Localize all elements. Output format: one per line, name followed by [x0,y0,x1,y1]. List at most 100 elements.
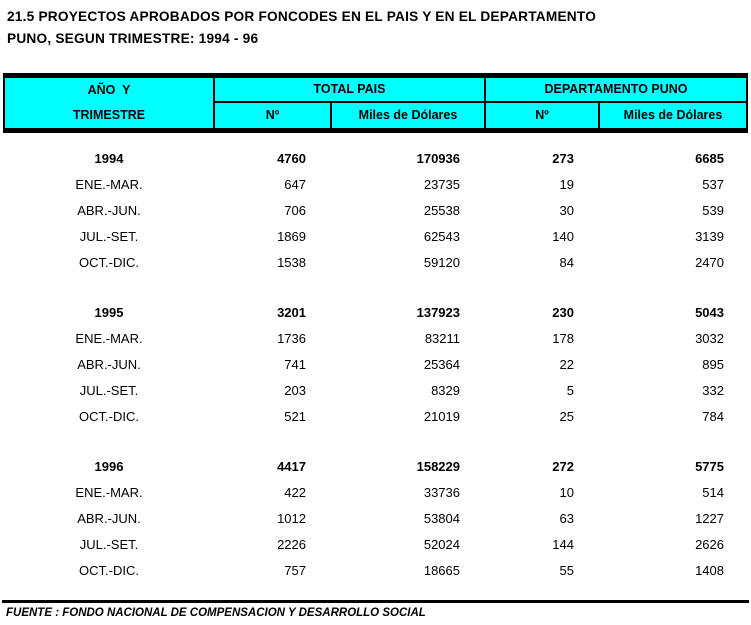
column-header-year-trimestre: AÑO Y TRIMESTRE [5,78,215,128]
value-cell: 25364 [423,357,460,372]
value-cell: 1408 [695,563,724,578]
table-row: JUL.-SET. 2226 52024 144 2626 [3,532,748,558]
value-cell: 4417 [277,459,306,474]
value-cell: 647 [284,177,306,192]
value-cell: 21019 [423,409,460,424]
value-cell: 140 [552,229,574,244]
table-body: 1994 4760 170936 273 6685 ENE.-MAR. 647 … [3,146,748,584]
quarter-label-cell: ENE.-MAR. [75,177,143,192]
value-cell: 5043 [695,305,724,320]
quarter-label-cell: ENE.-MAR. [75,485,143,500]
value-cell: 1736 [277,331,306,346]
group-label-departamento-puno: DEPARTAMENTO PUNO [486,78,746,103]
table-row: ENE.-MAR. 647 23735 19 537 [3,172,748,198]
quarter-label-cell: OCT.-DIC. [79,409,139,424]
title-line-2: PUNO, SEGUN TRIMESTRE: 1994 - 96 [7,31,259,46]
header-top-rule [3,73,748,78]
table-row-year: 1994 4760 170936 273 6685 [3,146,748,172]
value-cell: 10 [559,485,574,500]
table-row: OCT.-DIC. 521 21019 25 784 [3,404,748,430]
quarter-label-cell: OCT.-DIC. [79,563,139,578]
table-row: ABR.-JUN. 1012 53804 63 1227 [3,506,748,532]
value-cell: 537 [702,177,724,192]
value-cell: 1227 [695,511,724,526]
value-cell: 170936 [416,151,460,166]
value-cell: 53804 [423,511,460,526]
year-cell: 1994 [94,151,124,166]
column-group-total-pais: TOTAL PAIS Nº Miles de Dólares [215,78,486,128]
value-cell: 25538 [423,203,460,218]
value-cell: 84 [559,255,574,270]
value-cell: 539 [702,203,724,218]
value-cell: 5775 [695,459,724,474]
value-cell: 895 [702,357,724,372]
value-cell: 741 [284,357,306,372]
subheader-puno-miles: Miles de Dólares [623,108,723,122]
page-title: 21.5 PROYECTOS APROBADOS POR FONCODES EN… [7,6,596,50]
value-cell: 3032 [695,331,724,346]
value-cell: 332 [702,383,724,398]
table-row: OCT.-DIC. 757 18665 55 1408 [3,558,748,584]
value-cell: 273 [552,151,574,166]
table-header: AÑO Y TRIMESTRE TOTAL PAIS Nº Miles de D… [3,73,748,133]
table-row: OCT.-DIC. 1538 59120 84 2470 [3,250,748,276]
table-row: ABR.-JUN. 741 25364 22 895 [3,352,748,378]
value-cell: 706 [284,203,306,218]
value-cell: 178 [552,331,574,346]
value-cell: 1012 [277,511,306,526]
quarter-label-cell: ABR.-JUN. [77,511,141,526]
value-cell: 5 [566,383,574,398]
table-row-year: 1995 3201 137923 230 5043 [3,300,748,326]
value-cell: 1869 [277,229,306,244]
subheader-total-miles: Miles de Dólares [358,108,458,122]
value-cell: 2470 [695,255,724,270]
quarter-label-cell: OCT.-DIC. [79,255,139,270]
quarter-label-cell: ENE.-MAR. [75,331,143,346]
value-cell: 272 [552,459,574,474]
value-cell: 52024 [423,537,460,552]
value-cell: 6685 [695,151,724,166]
quarter-label-cell: ABR.-JUN. [77,203,141,218]
value-cell: 25 [559,409,574,424]
table-row: ENE.-MAR. 1736 83211 178 3032 [3,326,748,352]
value-cell: 784 [702,409,724,424]
table-row: ENE.-MAR. 422 33736 10 514 [3,480,748,506]
value-cell: 59120 [423,255,460,270]
value-cell: 514 [702,485,724,500]
value-cell: 33736 [423,485,460,500]
value-cell: 158229 [416,459,460,474]
value-cell: 22 [559,357,574,372]
quarter-label-cell: JUL.-SET. [79,537,139,552]
value-cell: 422 [284,485,306,500]
value-cell: 8329 [431,383,460,398]
value-cell: 1538 [277,255,306,270]
header-cells: AÑO Y TRIMESTRE TOTAL PAIS Nº Miles de D… [3,78,748,128]
year-cell: 1996 [94,459,124,474]
value-cell: 30 [559,203,574,218]
value-cell: 757 [284,563,306,578]
value-cell: 144 [552,537,574,552]
quarter-label-cell: ABR.-JUN. [77,357,141,372]
subheader-total-numero: Nº [215,103,332,128]
value-cell: 19 [559,177,574,192]
value-cell: 63 [559,511,574,526]
value-cell: 62543 [423,229,460,244]
value-cell: 230 [552,305,574,320]
value-cell: 55 [559,563,574,578]
value-cell: 3201 [277,305,306,320]
value-cell: 23735 [423,177,460,192]
table-row: JUL.-SET. 1869 62543 140 3139 [3,224,748,250]
block-spacer [3,276,748,300]
year-cell: 1995 [94,305,124,320]
table-row: ABR.-JUN. 706 25538 30 539 [3,198,748,224]
header-ano-y: AÑO Y [87,83,131,97]
source-note: FUENTE : FONDO NACIONAL DE COMPENSACION … [6,607,426,619]
header-bottom-rule [3,128,748,133]
column-group-departamento-puno: DEPARTAMENTO PUNO Nº Miles de Dólares [486,78,746,128]
value-cell: 203 [284,383,306,398]
value-cell: 83211 [424,331,460,346]
header-trimestre: TRIMESTRE [72,108,146,122]
value-cell: 2626 [695,537,724,552]
value-cell: 4760 [277,151,306,166]
value-cell: 137923 [416,305,460,320]
